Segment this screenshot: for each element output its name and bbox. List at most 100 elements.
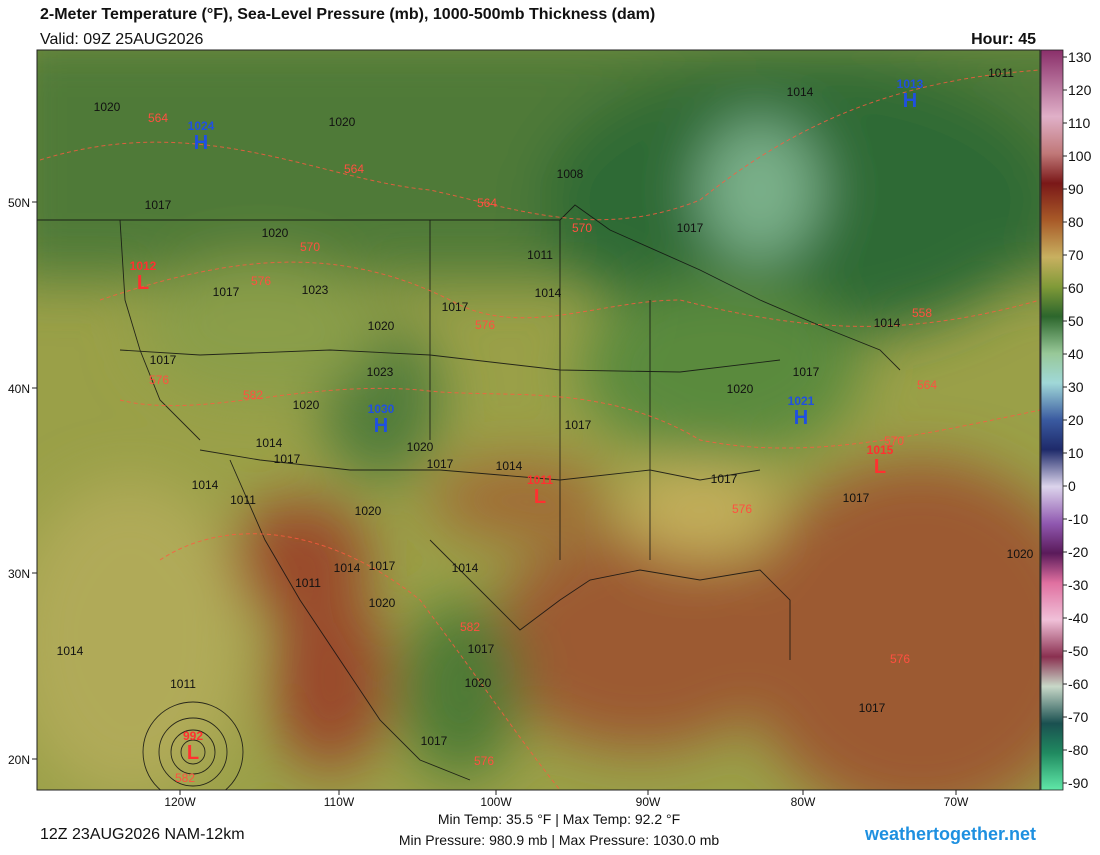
isobar-label: 1014 xyxy=(452,561,479,575)
thickness-label: 564 xyxy=(148,111,168,125)
isobar-label: 1017 xyxy=(145,198,172,212)
colorbar-label: 100 xyxy=(1068,148,1092,164)
thickness-label: 582 xyxy=(175,771,195,785)
isobar-label: 1017 xyxy=(677,221,704,235)
pressure-center-value: 1030 xyxy=(368,402,395,416)
colorbar-label: 30 xyxy=(1068,379,1084,395)
colorbar-label: 120 xyxy=(1068,82,1092,98)
isobar-label: 1020 xyxy=(355,504,382,518)
isobar-label: 1017 xyxy=(859,701,886,715)
map-title: 2-Meter Temperature (°F), Sea-Level Pres… xyxy=(40,6,655,23)
thickness-label: 564 xyxy=(477,196,497,210)
thickness-label: 570 xyxy=(884,434,904,448)
thickness-label: 582 xyxy=(243,388,263,402)
isobar-label: 1011 xyxy=(527,248,553,262)
colorbar-label: -20 xyxy=(1068,544,1088,560)
isobar-label: 1017 xyxy=(843,491,870,505)
pressure-range: Min Pressure: 980.9 mb | Max Pressure: 1… xyxy=(399,832,720,848)
isobar-label: 1017 xyxy=(150,353,177,367)
colorbar-label: -90 xyxy=(1068,775,1088,791)
lat-label: 40N xyxy=(8,382,30,396)
isobar-label: 1014 xyxy=(57,644,84,658)
lon-label: 110W xyxy=(324,795,355,809)
colorbar-label: -10 xyxy=(1068,511,1088,527)
colorbar-label: 40 xyxy=(1068,346,1084,362)
thickness-label: 576 xyxy=(475,318,495,332)
colorbar xyxy=(1040,49,1064,791)
pressure-center-value: 1013 xyxy=(897,77,924,91)
pressure-center-value: 1011 xyxy=(527,473,553,487)
isobar-label: 1008 xyxy=(557,167,584,181)
isobar-label: 1011 xyxy=(988,66,1014,80)
lon-label: 100W xyxy=(480,795,512,809)
valid-time: Valid: 09Z 25AUG2026 xyxy=(40,31,203,48)
isobar-label: 1020 xyxy=(368,319,395,333)
map-frame xyxy=(36,49,1041,791)
colorbar-label: -30 xyxy=(1068,577,1088,593)
thickness-label: 576 xyxy=(732,502,752,516)
site-credit: weathertogether.net xyxy=(864,824,1036,844)
colorbar-label: -40 xyxy=(1068,610,1088,626)
lat-label: 20N xyxy=(8,753,30,767)
isobar-label: 1020 xyxy=(727,382,754,396)
isobar-label: 1017 xyxy=(421,734,448,748)
lat-label: 30N xyxy=(8,567,30,581)
thickness-label: 576 xyxy=(474,754,494,768)
isobar-label: 1017 xyxy=(427,457,454,471)
isobar-label: 1020 xyxy=(1007,547,1034,561)
colorbar-label: 90 xyxy=(1068,181,1084,197)
colorbar-label: 110 xyxy=(1068,115,1091,131)
isobar-label: 1014 xyxy=(496,459,523,473)
isobar-label: 1020 xyxy=(293,398,320,412)
colorbar-label: -60 xyxy=(1068,676,1088,692)
isobar-label: 1020 xyxy=(407,440,434,454)
lat-label: 50N xyxy=(8,196,30,210)
isobar-label: 1014 xyxy=(535,286,562,300)
forecast-hour: Hour: 45 xyxy=(971,31,1036,48)
thickness-label: 576 xyxy=(149,373,169,387)
temp-range: Min Temp: 35.5 °F | Max Temp: 92.2 °F xyxy=(438,811,680,827)
isobar-label: 1020 xyxy=(329,115,356,129)
colorbar-label: -80 xyxy=(1068,742,1088,758)
pressure-center-value: 1015 xyxy=(867,443,894,457)
isobar-label: 1014 xyxy=(334,561,361,575)
isobar-label: 1020 xyxy=(465,676,492,690)
isobar-label: 1020 xyxy=(369,596,396,610)
isobar-label: 1014 xyxy=(787,85,814,99)
isobar-label: 1017 xyxy=(711,472,738,486)
pressure-center-letter: H xyxy=(903,90,917,112)
thickness-label: 576 xyxy=(890,652,910,666)
colorbar-label: 80 xyxy=(1068,214,1084,230)
pressure-center-value: 1021 xyxy=(788,394,815,408)
pressure-center-letter: L xyxy=(137,272,149,294)
isobar-label: 1017 xyxy=(442,300,469,314)
pressure-center-value: 992 xyxy=(183,729,203,743)
isobar-label: 1017 xyxy=(468,642,495,656)
thickness-label: 570 xyxy=(572,221,592,235)
thickness-label: 570 xyxy=(300,240,320,254)
isobar-label: 1014 xyxy=(192,478,219,492)
pressure-center-value: 1024 xyxy=(188,119,215,133)
isobar-label: 1020 xyxy=(262,226,289,240)
isobar-label: 1020 xyxy=(94,100,121,114)
isobar-label: 1014 xyxy=(256,436,283,450)
isobar-label: 1011 xyxy=(230,493,256,507)
model-run: 12Z 23AUG2026 NAM-12km xyxy=(40,826,245,843)
thickness-label: 558 xyxy=(912,306,932,320)
pressure-center-value: 1012 xyxy=(130,259,157,273)
thickness-label: 576 xyxy=(251,274,271,288)
lon-label: 70W xyxy=(944,795,969,809)
isobar-label: 1011 xyxy=(295,576,321,590)
colorbar-label: 60 xyxy=(1068,280,1084,296)
thickness-label: 582 xyxy=(460,620,480,634)
lon-label: 90W xyxy=(636,795,661,809)
thickness-label: 564 xyxy=(917,378,937,392)
colorbar-label: -50 xyxy=(1068,643,1088,659)
map-field xyxy=(37,50,1040,790)
colorbar-label: 50 xyxy=(1068,313,1084,329)
isobar-label: 1017 xyxy=(274,452,301,466)
colorbar-label: 20 xyxy=(1068,412,1084,428)
isobar-label: 1017 xyxy=(213,285,240,299)
pressure-center-letter: L xyxy=(187,742,199,764)
colorbar-label: -70 xyxy=(1068,709,1088,725)
